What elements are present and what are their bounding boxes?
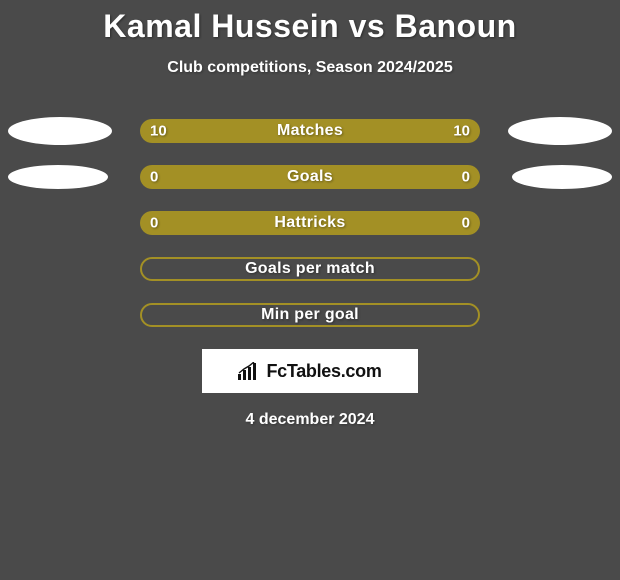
stat-label: Goals per match [245, 260, 375, 278]
stat-label: Goals [287, 168, 333, 186]
stat-row: Goals 0 0 [0, 165, 620, 189]
stat-bar: Goals [140, 165, 480, 189]
player-left-marker [8, 117, 112, 145]
stats-container: Matches 10 10 Goals 0 0 Hattricks 0 0 Goals per m… [0, 119, 620, 327]
stat-value-left: 0 [150, 169, 158, 186]
branding-badge: FcTables.com [202, 349, 418, 393]
stat-label: Hattricks [274, 214, 345, 232]
player-left-marker [8, 165, 108, 189]
stat-value-right: 0 [462, 215, 470, 232]
stat-label: Min per goal [261, 306, 359, 324]
stat-value-left: 0 [150, 215, 158, 232]
page-subtitle: Club competitions, Season 2024/2025 [0, 59, 620, 77]
branding-text: FcTables.com [266, 361, 381, 382]
player-right-marker [508, 117, 612, 145]
stat-row: Goals per match [0, 257, 620, 281]
stat-row: Hattricks 0 0 [0, 211, 620, 235]
stat-bar: Min per goal [140, 303, 480, 327]
stat-row: Min per goal [0, 303, 620, 327]
page-title: Kamal Hussein vs Banoun [0, 0, 620, 45]
stat-bar: Matches [140, 119, 480, 143]
stat-value-left: 10 [150, 123, 167, 140]
stat-bar: Goals per match [140, 257, 480, 281]
stat-value-right: 0 [462, 169, 470, 186]
chart-icon [238, 362, 260, 380]
player-right-marker [512, 165, 612, 189]
stat-label: Matches [277, 122, 343, 140]
stat-bar: Hattricks [140, 211, 480, 235]
date-text: 4 december 2024 [0, 411, 620, 429]
stat-row: Matches 10 10 [0, 119, 620, 143]
stat-value-right: 10 [453, 123, 470, 140]
